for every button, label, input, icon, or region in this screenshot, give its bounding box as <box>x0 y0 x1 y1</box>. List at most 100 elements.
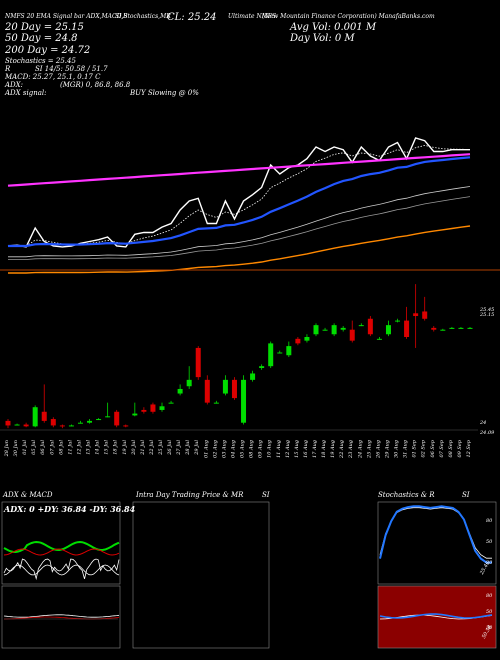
date-tick: 08 Sep <box>448 439 454 457</box>
candle-body <box>159 406 165 410</box>
date-tick: 29 Aug <box>384 440 390 459</box>
candle-body <box>404 320 410 337</box>
date-tick: 07 Sep <box>439 439 445 457</box>
candle-body <box>385 325 391 335</box>
candle-body <box>195 347 201 378</box>
ticker-label: Ultimate NMFS <box>228 13 277 20</box>
date-tick: 17 Aug <box>312 440 318 458</box>
candle-body <box>349 329 355 341</box>
stoch-axis-80: 80 <box>486 518 493 524</box>
candle-body <box>150 404 156 412</box>
date-tick: 18 Jul <box>113 440 119 455</box>
date-tick: 05 Aug <box>240 440 246 458</box>
candle-body <box>105 416 111 418</box>
date-tick: 08 Jul <box>58 440 64 455</box>
date-tick: 28 Jul <box>185 440 191 456</box>
chart-title: NMFS 20 EMA Signal bar ADX,MACD,B <box>5 13 128 20</box>
ema200-label: 200 Day = 24.72 <box>5 45 91 56</box>
date-tick: 23 Aug <box>348 440 354 459</box>
candle-body <box>241 379 247 423</box>
si-axis-30: 30 <box>486 625 493 631</box>
date-tick: 20 Jul <box>131 440 137 456</box>
price-tick-1: 25.45 <box>480 307 495 313</box>
date-tick: 22 Aug <box>339 440 345 459</box>
date-tick: 21 Jul <box>140 440 146 456</box>
date-tick: 06 Sep <box>430 439 436 457</box>
date-tick: 30 Aug <box>394 440 400 458</box>
candle-body <box>213 402 219 404</box>
date-tick: 24 Aug <box>357 440 363 459</box>
ema20-label: 20 Day = 25.15 <box>5 22 84 33</box>
date-tick: 27 Jul <box>176 440 182 456</box>
date-tick: 07 Jul <box>49 440 55 455</box>
date-tick: 12 Aug <box>285 440 291 458</box>
ema5-line <box>7 144 471 247</box>
date-tick: 19 Aug <box>330 440 336 458</box>
date-tick: 22 Jul <box>149 440 155 456</box>
candle-body <box>141 409 147 412</box>
ema40-line <box>8 186 471 258</box>
candle-body <box>96 419 102 421</box>
date-tick: 25 Jul <box>158 440 164 456</box>
date-tick: 30 Jun <box>13 440 19 456</box>
candle-body <box>186 379 192 387</box>
date-tick: 01 Aug <box>203 440 209 458</box>
company-label: (New Mountain Finance Corporation) Manaf… <box>262 13 435 20</box>
date-tick: 15 Aug <box>294 440 300 458</box>
candle-body <box>340 327 346 330</box>
candle-body <box>467 327 473 329</box>
stoch-si: SI <box>462 491 470 499</box>
candle-body <box>413 313 419 317</box>
date-tick: 29 Jul <box>194 440 200 456</box>
date-tick: 09 Aug <box>258 440 264 458</box>
date-tick: 12 Jul <box>76 440 82 455</box>
candle-body <box>5 420 11 426</box>
candle-body <box>286 346 292 356</box>
candle-body <box>331 325 337 335</box>
date-tick: 11 Jul <box>67 440 73 455</box>
date-tick: 28 Jun <box>4 440 10 457</box>
candle-body <box>277 352 283 354</box>
candle-body <box>304 337 310 341</box>
candle-body <box>358 325 364 327</box>
ema200-line <box>7 153 471 187</box>
candle-body <box>322 329 328 331</box>
candle-body <box>168 402 174 404</box>
date-tick: 13 Jul <box>86 440 92 455</box>
ema-region <box>7 137 471 274</box>
date-tick: 18 Aug <box>321 440 327 458</box>
candle-body <box>313 325 319 335</box>
candle-body <box>431 327 437 330</box>
date-tick: 01 Sep <box>412 439 418 457</box>
candle-body <box>395 320 401 322</box>
candle-body <box>231 379 237 399</box>
candle-body <box>449 327 455 329</box>
adx-readout: ADX: 0 +DY: 36.84 -DY: 36.84 <box>4 504 136 514</box>
date-tick: 03 Aug <box>221 440 227 458</box>
candle-body <box>222 379 228 394</box>
stoch-axis-20: 20 <box>486 560 493 566</box>
date-tick: 15 Jul <box>104 440 110 455</box>
date-tick: 16 Aug <box>303 440 309 458</box>
close-line <box>7 137 470 248</box>
date-tick: 19 Jul <box>122 440 128 455</box>
date-tick: 26 Aug <box>375 440 381 459</box>
intraday-title: Intra Day Trading Price & MR <box>136 491 244 499</box>
adx-macd-title: ADX & MACD <box>3 491 53 499</box>
ema50-line <box>8 196 471 260</box>
date-tick: 12 Sep <box>466 439 472 457</box>
candle-body <box>77 422 83 424</box>
date-tick: 14 Jul <box>95 440 101 455</box>
candle-body <box>41 411 47 421</box>
date-tick: 04 Aug <box>230 440 236 458</box>
date-tick: 31 Aug <box>403 440 409 458</box>
candle-body <box>123 425 129 427</box>
candle-body <box>14 424 20 426</box>
stoch-label: Stochastics = 25.45 <box>5 57 76 65</box>
date-tick: 05 Jul <box>31 440 37 455</box>
r-label: R <box>5 65 11 73</box>
close-price: CL: 25.24 <box>167 12 217 23</box>
buy-signal: BUY Slowing @ 0% <box>130 89 199 97</box>
si-axis-50: 50 <box>486 609 493 615</box>
